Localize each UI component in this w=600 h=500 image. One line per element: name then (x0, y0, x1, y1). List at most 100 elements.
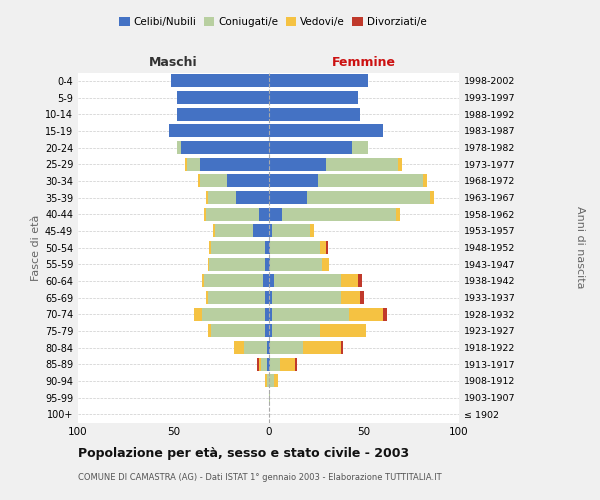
Bar (208, 191, 236, 204)
Text: Popolazione per età, sesso e stato civile - 2003: Popolazione per età, sesso e stato civil… (78, 448, 409, 460)
Bar (326, 158, 398, 170)
Bar (272, 308, 349, 320)
Bar (181, 141, 269, 154)
Bar (206, 208, 259, 220)
Bar (272, 324, 320, 338)
Bar (349, 308, 383, 320)
Bar (261, 358, 266, 370)
Bar (274, 274, 341, 287)
Bar (430, 191, 434, 204)
Bar (269, 391, 271, 404)
Bar (244, 341, 266, 354)
Bar (269, 91, 358, 104)
Bar (206, 291, 208, 304)
Bar (272, 291, 341, 304)
Bar (265, 258, 269, 270)
Bar (396, 208, 400, 220)
Bar (269, 308, 272, 320)
Legend: Celibi/Nubili, Coniugati/e, Vedovi/e, Divorziati/e: Celibi/Nubili, Coniugati/e, Vedovi/e, Di… (115, 12, 431, 31)
Bar (295, 358, 297, 370)
Bar (269, 74, 368, 88)
Bar (307, 191, 430, 204)
Bar (269, 191, 307, 204)
Bar (269, 158, 326, 170)
Bar (269, 108, 360, 120)
Text: Femmine: Femmine (332, 56, 396, 69)
Bar (265, 324, 269, 338)
Bar (266, 358, 269, 370)
Bar (341, 341, 343, 354)
Bar (227, 174, 269, 188)
Bar (211, 324, 265, 338)
Y-axis label: Anni di nascita: Anni di nascita (575, 206, 585, 288)
Bar (271, 241, 320, 254)
Bar (274, 374, 278, 388)
Bar (320, 324, 365, 338)
Bar (172, 74, 269, 88)
Bar (269, 208, 282, 220)
Bar (198, 174, 200, 188)
Bar (269, 258, 271, 270)
Bar (200, 174, 227, 188)
Bar (265, 374, 266, 388)
Bar (215, 224, 253, 237)
Bar (266, 374, 269, 388)
Bar (271, 258, 322, 270)
Bar (177, 108, 269, 120)
Bar (213, 224, 215, 237)
Bar (318, 174, 423, 188)
Bar (269, 141, 352, 154)
Bar (398, 158, 402, 170)
Bar (177, 91, 269, 104)
Bar (269, 224, 272, 237)
Bar (263, 274, 269, 287)
Bar (259, 208, 269, 220)
Bar (269, 341, 271, 354)
Bar (341, 274, 358, 287)
Bar (269, 358, 271, 370)
Bar (169, 124, 269, 138)
Bar (272, 224, 310, 237)
Bar (234, 341, 244, 354)
Bar (208, 291, 265, 304)
Bar (322, 258, 329, 270)
Bar (208, 324, 211, 338)
Bar (310, 224, 314, 237)
Bar (326, 241, 328, 254)
Bar (204, 208, 206, 220)
Bar (257, 358, 259, 370)
Bar (187, 158, 200, 170)
Bar (209, 241, 211, 254)
Bar (266, 341, 269, 354)
Bar (202, 274, 204, 287)
Bar (341, 291, 360, 304)
Bar (269, 274, 274, 287)
Bar (202, 308, 265, 320)
Text: Maschi: Maschi (149, 56, 197, 69)
Bar (280, 358, 295, 370)
Bar (271, 341, 303, 354)
Bar (253, 224, 269, 237)
Bar (236, 191, 269, 204)
Bar (185, 158, 187, 170)
Y-axis label: Fasce di età: Fasce di età (31, 214, 41, 280)
Bar (271, 358, 280, 370)
Bar (177, 141, 181, 154)
Bar (423, 174, 427, 188)
Bar (303, 341, 341, 354)
Bar (208, 258, 209, 270)
Bar (269, 374, 274, 388)
Bar (200, 158, 269, 170)
Bar (383, 308, 386, 320)
Bar (209, 258, 265, 270)
Bar (269, 324, 272, 338)
Bar (206, 191, 208, 204)
Bar (265, 308, 269, 320)
Bar (259, 358, 261, 370)
Bar (360, 291, 364, 304)
Bar (265, 291, 269, 304)
Bar (194, 308, 202, 320)
Bar (282, 208, 396, 220)
Bar (269, 291, 272, 304)
Bar (269, 124, 383, 138)
